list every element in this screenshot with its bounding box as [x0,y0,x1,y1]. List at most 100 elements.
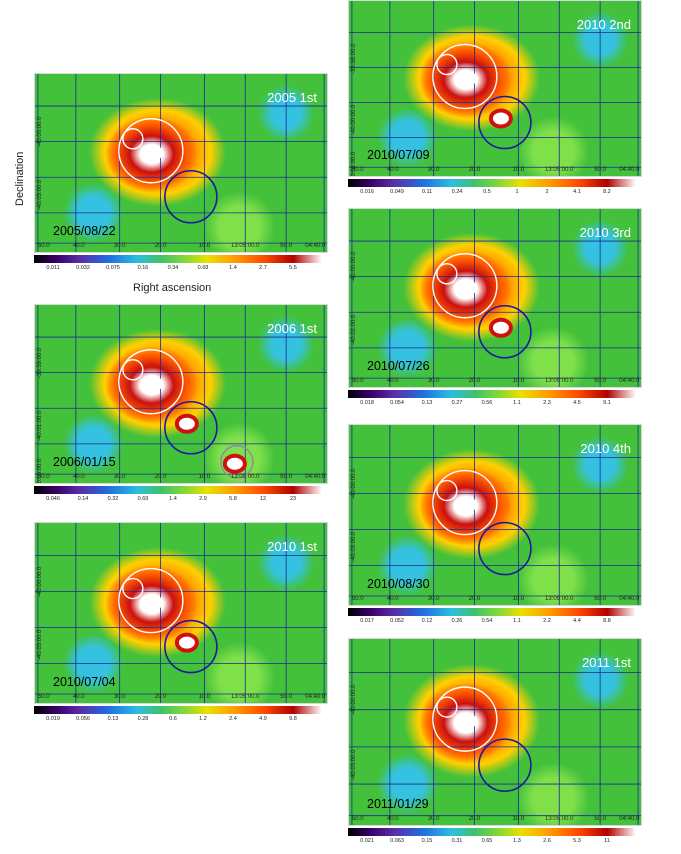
colorbar-tick-label: 9.1 [603,400,611,406]
colorbar-tick-label: 4.9 [259,716,267,722]
panel-date: 2006/01/15 [53,455,116,469]
coordinate-grid [35,523,327,703]
x-tick-label: 04:40.0 [619,378,640,384]
colorbar [348,608,636,616]
grey-circle [220,445,254,479]
colorbar-tick-label: 0.052 [390,618,404,624]
panel-2010-4th: 2010 4th 2010/08/30 -40:00:00.0 -40:03:00.0… [348,424,642,634]
x-tick-label: 10.0 [512,167,525,173]
x-tick-label: 50.0 [37,694,50,700]
x-tick-label: 04:40.0 [305,474,326,480]
colorbar-tick-label: 0.054 [390,400,404,406]
colorbar-ticks: 0.017 0.052 0.12 0.26 0.54 1.1 2.2 4.4 8.8 [348,618,636,626]
small-white-circle [122,128,144,150]
panel-title: 2010 1st [267,539,317,554]
x-tick-label: 40.0 [386,596,399,602]
x-tick-label: 13:05:00.0 [545,167,574,173]
coordinate-grid [349,425,641,605]
colorbar-tick-label: 0.011 [46,265,60,271]
colorbar-tick-label: 23 [289,496,297,502]
x-tick-label: 40.0 [386,378,399,384]
colorbar-tick-label: 1.1 [513,400,521,406]
panel-2005-1st: 2005 1st 2005/08/22 -40:00:00.0 -40:03:00.0… [34,73,328,281]
large-white-circle [118,567,184,634]
colorbar-tick-label: 4.1 [573,189,581,195]
y-tick-label: -40:01:00.0 [37,410,43,441]
colorbar-tick-label: 0.032 [76,265,90,271]
coordinate-grid [35,305,327,483]
image-map: 2010 4th 2010/08/30 -40:00:00.0 -40:03:00.0… [348,424,642,606]
colorbar-tick-label: 1 [515,189,519,195]
x-tick-label: 50.0 [280,694,292,700]
colorbar-tick-label: 8.8 [603,618,611,624]
source-core [142,594,163,611]
source-core [456,713,477,730]
image-map: 2010 3rd 2010/07/26 -40:00:00.0 -40:02:00.0… [348,208,642,388]
colorbar-ticks: 0.011 0.032 0.075 0.16 0.34 0.68 1.4 2.7 5.5 [34,265,322,273]
colorbar [34,255,322,263]
colorbar-tick-label: 2.3 [543,400,551,406]
blue-circle [478,738,532,792]
x-tick-label: 10.0 [198,694,211,700]
colorbar-tick-label: 0.019 [46,716,60,722]
colorbar-tick-label: 1.1 [513,618,521,624]
y-tick-label: -40:00:00.0 [37,117,43,148]
colorbar-tick-label: 4.5 [573,400,581,406]
x-tick-label: 10.0 [198,243,211,249]
colorbar-tick-label: 0.018 [360,400,374,406]
colorbar-tick-label: 4.4 [573,618,581,624]
x-tick-label: 13:05:00.0 [231,243,260,249]
colorbar-ticks: 0.018 0.054 0.13 0.27 0.56 1.1 2.3 4.5 9.1 [348,400,636,408]
y-axis-label: Declination [14,151,26,206]
y-tick-label: -40:00:00.0 [351,684,357,715]
colorbar-tick-label: 0.11 [421,189,433,195]
x-tick-label: 10.0 [512,596,525,602]
small-white-circle [122,359,144,381]
colorbar-tick-label: 0.68 [197,265,209,271]
colorbar-tick-label: 0.14 [77,496,89,502]
panel-title: 2010 3rd [579,225,631,240]
colorbar-ticks: 0.016 0.049 0.11 0.24 0.5 1 2 4.1 8.2 [348,189,636,197]
colorbar-tick-label: 5.8 [229,496,237,502]
colorbar-tick-label: 0.69 [137,496,149,502]
x-tick-label: 50.0 [37,474,50,480]
source-core [456,279,477,296]
colorbar-tick-label: 0.15 [421,838,433,844]
third-source [222,453,247,474]
colorbar [348,390,636,398]
x-tick-label: 50.0 [351,816,364,822]
blue-circle [164,400,218,455]
x-tick-label: 10.0 [198,474,211,480]
colorbar-tick-label: 0.075 [106,265,120,271]
colorbar-tick-label: 0.16 [137,265,149,271]
colorbar-tick-label: 0.021 [360,838,374,844]
x-tick-label: 04:40.0 [619,596,640,602]
x-tick-label: 04:40.0 [619,167,640,173]
source-core [456,70,477,87]
panel-2010-3rd: 2010 3rd 2010/07/26 -40:00:00.0 -40:02:00.0… [348,208,642,416]
image-map: 2005 1st 2005/08/22 -40:00:00.0 -40:03:00.0… [34,73,328,253]
small-white-circle [122,577,144,600]
panel-title: 2010 4th [580,441,631,456]
secondary-source [174,632,199,653]
y-tick-label: -40:00:00.0 [351,252,357,283]
colorbar-tick-label: 0.017 [360,618,374,624]
colorbar-tick-label: 0.31 [451,838,463,844]
colorbar-tick-label: 0.5 [483,189,491,195]
x-tick-label: 50.0 [280,243,292,249]
x-axis-label: Right ascension [133,282,212,294]
x-tick-label: 50.0 [351,378,364,384]
colorbar-tick-label: 2.9 [199,496,207,502]
y-tick-label: -39:58:00.0 [351,43,357,74]
x-tick-label: 10.0 [512,378,525,384]
colorbar-tick-label: 11 [604,838,610,844]
x-tick-label: 30.0 [113,694,126,700]
x-tick-label: 50.0 [594,596,606,602]
y-tick-label: -40:03:00.0 [351,749,357,780]
colorbar-ticks: 0.021 0.063 0.15 0.31 0.65 1.3 2.6 5.3 11 [348,838,636,846]
x-tick-label: 13:05:00.0 [231,694,260,700]
y-tick-label: -39:59:00.0 [37,348,43,379]
colorbar-tick-label: 2 [545,189,549,195]
x-tick-label: 50.0 [280,474,292,480]
large-white-circle [432,253,498,319]
